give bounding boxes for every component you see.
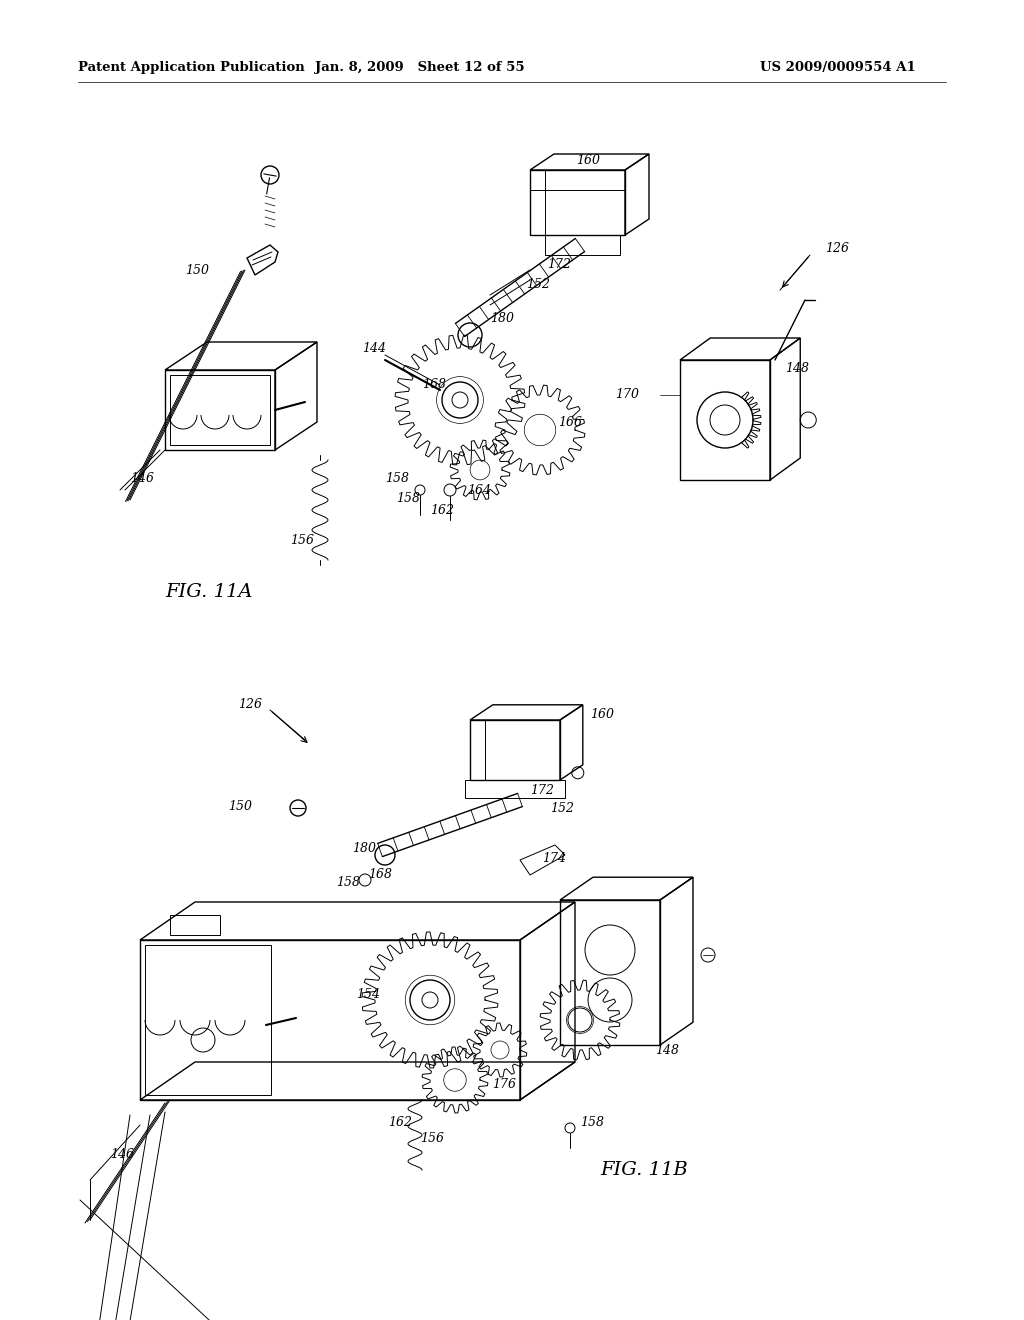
Text: Jan. 8, 2009   Sheet 12 of 55: Jan. 8, 2009 Sheet 12 of 55 bbox=[315, 62, 525, 74]
Text: US 2009/0009554 A1: US 2009/0009554 A1 bbox=[760, 62, 915, 74]
Text: 164: 164 bbox=[467, 483, 490, 496]
Text: 162: 162 bbox=[388, 1115, 412, 1129]
Text: 126: 126 bbox=[238, 698, 262, 711]
Text: 170: 170 bbox=[615, 388, 639, 401]
Text: 172: 172 bbox=[547, 259, 571, 272]
Text: 148: 148 bbox=[655, 1044, 679, 1056]
Text: 156: 156 bbox=[290, 533, 314, 546]
Bar bbox=[145, 945, 271, 1096]
Text: 152: 152 bbox=[550, 801, 574, 814]
Text: 158: 158 bbox=[336, 875, 360, 888]
Text: 180: 180 bbox=[352, 842, 376, 854]
Text: 172: 172 bbox=[530, 784, 554, 796]
Text: 148: 148 bbox=[785, 362, 809, 375]
Text: 146: 146 bbox=[130, 471, 154, 484]
Text: 156: 156 bbox=[420, 1131, 444, 1144]
Text: 158: 158 bbox=[385, 471, 409, 484]
Text: FIG. 11B: FIG. 11B bbox=[600, 1162, 688, 1179]
Text: FIG. 11A: FIG. 11A bbox=[165, 583, 253, 601]
Text: 160: 160 bbox=[575, 153, 600, 166]
Text: 160: 160 bbox=[590, 709, 614, 722]
Text: 158: 158 bbox=[396, 491, 420, 504]
Text: 154: 154 bbox=[356, 989, 380, 1002]
Text: 174: 174 bbox=[542, 851, 566, 865]
Text: 166: 166 bbox=[558, 417, 582, 429]
Text: 150: 150 bbox=[185, 264, 209, 276]
Text: 146: 146 bbox=[110, 1148, 134, 1162]
Text: 168: 168 bbox=[422, 379, 446, 392]
Text: 144: 144 bbox=[362, 342, 386, 355]
Text: 180: 180 bbox=[490, 312, 514, 325]
Text: Patent Application Publication: Patent Application Publication bbox=[78, 62, 305, 74]
Bar bbox=[170, 375, 270, 445]
Text: 168: 168 bbox=[368, 869, 392, 882]
Text: 150: 150 bbox=[228, 800, 252, 813]
Text: 152: 152 bbox=[526, 279, 550, 292]
Text: 176: 176 bbox=[492, 1078, 516, 1092]
Text: 126: 126 bbox=[825, 242, 849, 255]
Text: 162: 162 bbox=[430, 503, 454, 516]
Text: 158: 158 bbox=[580, 1115, 604, 1129]
